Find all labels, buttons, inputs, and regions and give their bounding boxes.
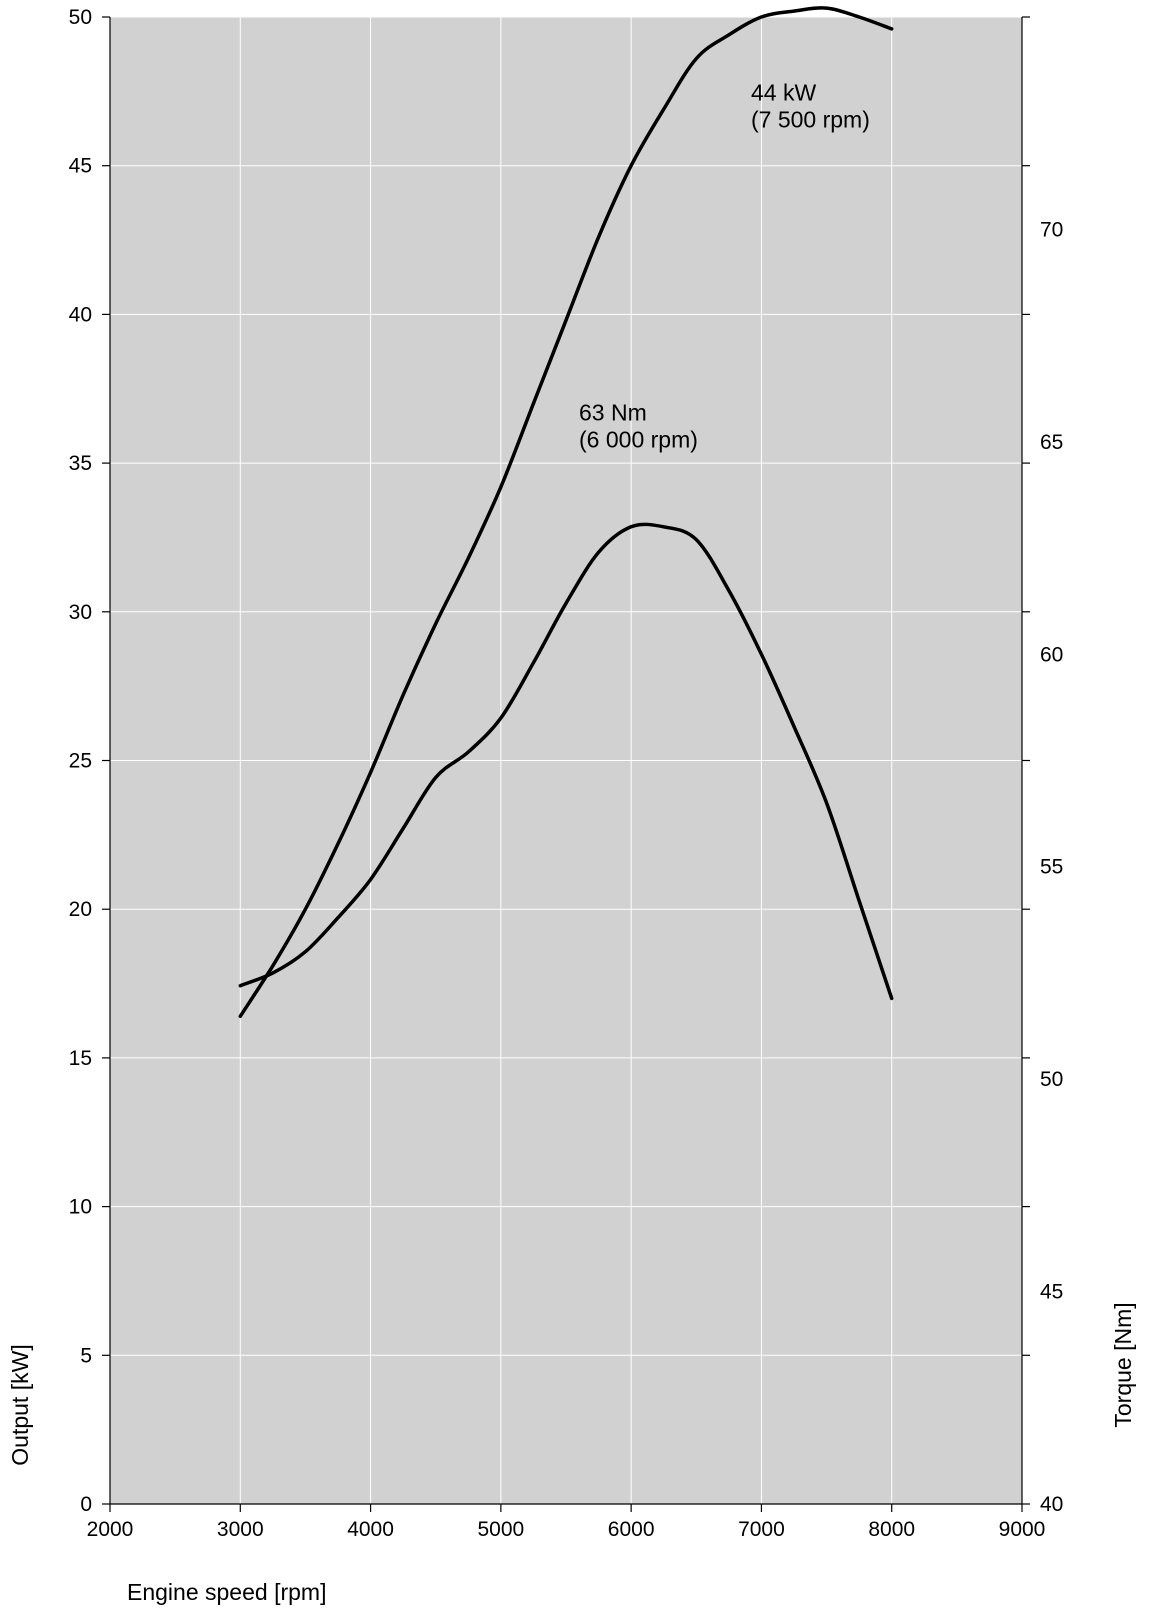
series-lines [238, 6, 894, 1019]
annotation-text: (6 000 rpm) [579, 427, 698, 453]
y2-tick-label: 70 [1040, 218, 1063, 241]
y-tick-label: 25 [69, 750, 92, 773]
y-tick-label: 15 [69, 1047, 92, 1070]
annotation-text: 44 kW [751, 79, 816, 105]
y2-tick-label: 65 [1040, 431, 1063, 454]
y2-tick-label: 55 [1040, 856, 1063, 879]
y2-tick-label: 60 [1040, 643, 1063, 666]
annotations: 44 kW(7 500 rpm) 63 Nm(6 000 rpm) [579, 79, 870, 452]
y2-axis-title: Torque [Nm] [1110, 1302, 1136, 1427]
torque-series-line [238, 522, 894, 1001]
x-axis-title: Engine speed [rpm] [127, 1579, 326, 1605]
y-tick-label: 0 [80, 1493, 92, 1516]
x-tick-label: 8000 [868, 1518, 915, 1541]
y-tick-label: 5 [80, 1344, 92, 1367]
annotation-text: (7 500 rpm) [751, 106, 870, 132]
y-tick-label: 35 [69, 452, 92, 475]
x-tick-label: 7000 [738, 1518, 785, 1541]
y2-tick-label: 45 [1040, 1281, 1063, 1304]
annotation-text: 63 Nm [579, 400, 647, 426]
x-tick-label: 3000 [217, 1518, 264, 1541]
y-tick-label: 50 [69, 6, 92, 29]
y2-tick-label: 50 [1040, 1068, 1063, 1091]
y2-tick-label: 40 [1040, 1493, 1063, 1516]
output-series-line [238, 6, 894, 1019]
x-tick-label: 9000 [999, 1518, 1046, 1541]
axes: 2000 3000 4000 5000 6000 7000 8000 9000 0 5 10 15 20… [69, 6, 1064, 1541]
y-tick-label: 40 [69, 303, 92, 326]
y-tick-label: 20 [69, 898, 92, 921]
x-tick-label: 6000 [608, 1518, 655, 1541]
x-tick-label: 4000 [347, 1518, 394, 1541]
x-tick-label: 5000 [477, 1518, 524, 1541]
y-tick-label: 30 [69, 601, 92, 624]
y-tick-label: 10 [69, 1196, 92, 1219]
y-axis-title: Output [kW] [7, 1344, 33, 1465]
x-tick-label: 2000 [87, 1518, 134, 1541]
y-tick-label: 45 [69, 155, 92, 178]
